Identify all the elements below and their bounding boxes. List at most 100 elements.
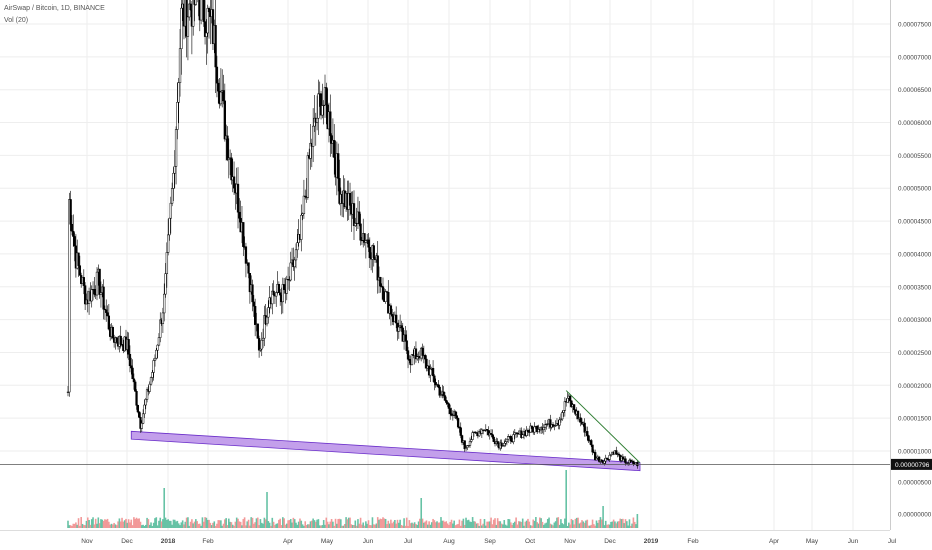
volume-bar [557, 517, 560, 528]
time-tick-label: Apr [769, 538, 780, 545]
candle-body [348, 192, 352, 206]
volume-bar [591, 519, 594, 528]
candle-body [168, 217, 171, 236]
volume-bar [463, 524, 466, 528]
candle-body [128, 354, 132, 367]
candle-body [282, 284, 286, 290]
volume-bar [195, 519, 197, 528]
candle-body [491, 433, 494, 438]
time-tick-label: Feb [202, 538, 214, 545]
volume-bar [184, 521, 187, 528]
volume-bar [108, 521, 110, 528]
volume-bar [527, 518, 529, 528]
volume-bar [170, 520, 172, 528]
candle-body [632, 460, 635, 464]
volume-bar [495, 524, 498, 528]
volume-bar [471, 517, 474, 528]
volume-bar [321, 525, 324, 528]
volume-bar [181, 520, 184, 528]
candle-body [103, 308, 107, 311]
volume-bar [155, 517, 158, 528]
volume-bar [130, 519, 133, 528]
volume-bar [336, 523, 338, 528]
candle-body [397, 326, 400, 332]
volume-bar [436, 521, 438, 528]
candle-body [319, 93, 323, 116]
volume-bar [126, 522, 129, 528]
volume-bar [164, 517, 167, 528]
volume-bar [250, 517, 252, 528]
price-tick-label: 0.00007500 [898, 22, 932, 29]
volume-bar [445, 521, 448, 528]
candle-body [69, 199, 72, 225]
time-tick-label: Dec [604, 538, 616, 545]
volume-bar [225, 518, 227, 528]
volume-bar [233, 525, 235, 528]
resistance-trendline[interactable] [565, 390, 641, 464]
support-channel[interactable] [130, 430, 641, 472]
volume-bar [206, 519, 209, 528]
volume-bar [251, 517, 254, 528]
candle-body [391, 314, 394, 317]
volume-bar [94, 518, 97, 528]
volume-bar [212, 522, 214, 528]
volume-bar [297, 521, 300, 528]
candle-body [512, 434, 515, 443]
volume-bar [97, 517, 100, 528]
volume-bar [570, 518, 573, 528]
candle-body [505, 438, 509, 442]
volume-bar [340, 519, 342, 528]
volume-bar [564, 518, 566, 528]
volume-spike [602, 506, 604, 528]
candle-body [304, 195, 307, 197]
candle-body [321, 105, 324, 116]
candle-body [621, 456, 625, 460]
candle-body [144, 399, 147, 406]
volume-bar [318, 525, 321, 528]
volume-bar [631, 523, 633, 528]
volume-bar [361, 524, 363, 528]
volume-bar [560, 519, 562, 528]
volume-bar [619, 518, 622, 528]
candle-body [226, 135, 229, 160]
volume-bar [272, 521, 275, 528]
candle-body [471, 432, 474, 440]
candle-body [549, 419, 552, 428]
time-tick-label: Jun [848, 538, 859, 545]
volume-bar [131, 525, 134, 528]
volume-bar [105, 519, 108, 528]
volume-bar [84, 525, 86, 528]
volume-bar [568, 522, 570, 528]
volume-bar [597, 522, 599, 528]
volume-bar [425, 520, 428, 528]
volume-bar [148, 524, 151, 528]
candle-body [143, 404, 146, 415]
candle-body [95, 271, 99, 296]
volume-bar [346, 519, 349, 528]
candle-body [554, 425, 557, 427]
support-channel-band[interactable] [130, 430, 641, 472]
volume-bar [549, 523, 552, 528]
resistance-line[interactable] [565, 390, 641, 464]
price-axis[interactable]: 0.00007500 0.00007000 0.00006500 0.00006000… [890, 0, 932, 550]
candle-body [193, 0, 196, 5]
volume-bar [579, 522, 582, 528]
volume-bar [144, 524, 147, 528]
volume-bar [68, 525, 71, 528]
time-axis[interactable]: Nov Dec 2018 Feb Apr May Jun Jul Aug Sep Oct Nov Dec… [0, 530, 932, 550]
volume-bar [408, 520, 411, 528]
candle-body [363, 233, 366, 243]
volume-bar [106, 518, 109, 528]
candle-body [223, 100, 226, 140]
candle-body [73, 236, 76, 247]
candle-body [437, 384, 440, 388]
candle-body [509, 436, 512, 442]
volume-bar [474, 521, 477, 528]
volume-bar [628, 519, 631, 528]
volume-bar [326, 521, 329, 528]
volume-bar [615, 523, 618, 528]
volume-bar [288, 520, 291, 528]
volume-bar [421, 518, 424, 528]
candle-body [570, 400, 573, 407]
